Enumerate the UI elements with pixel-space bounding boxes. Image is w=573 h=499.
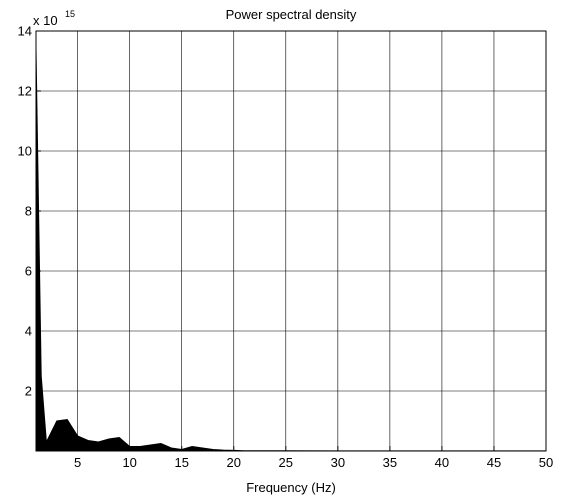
- x-tick-label: 25: [279, 455, 293, 470]
- plot-frame: [35, 30, 547, 452]
- x-tick-label: 45: [487, 455, 501, 470]
- y-tick-label: 10: [18, 144, 32, 159]
- x-axis-ticks: 5 10 15 20 25 30 35 40 45 50: [74, 446, 553, 470]
- x-tick-label: 40: [435, 455, 449, 470]
- y-tick-label: 14: [18, 24, 32, 39]
- plot-background: [36, 31, 546, 451]
- x-tick-label: 10: [122, 455, 136, 470]
- y-exponent-prefix: x 10: [33, 13, 58, 28]
- y-axis-ticks: 2 4 6 8 10 12 14: [18, 24, 41, 399]
- x-tick-label: 35: [383, 455, 397, 470]
- y-tick-label: 12: [18, 84, 32, 99]
- chart-title: Power spectral density: [226, 7, 357, 22]
- y-tick-label: 8: [25, 204, 32, 219]
- x-tick-label: 15: [174, 455, 188, 470]
- y-tick-label: 6: [25, 264, 32, 279]
- x-axis-label: Frequency (Hz): [246, 480, 336, 495]
- y-exponent-power: 15: [65, 9, 75, 19]
- x-tick-label: 20: [227, 455, 241, 470]
- y-tick-label: 2: [25, 384, 32, 399]
- x-tick-label: 30: [331, 455, 345, 470]
- x-tick-label: 5: [74, 455, 81, 470]
- y-tick-label: 4: [25, 324, 32, 339]
- x-tick-label: 50: [539, 455, 553, 470]
